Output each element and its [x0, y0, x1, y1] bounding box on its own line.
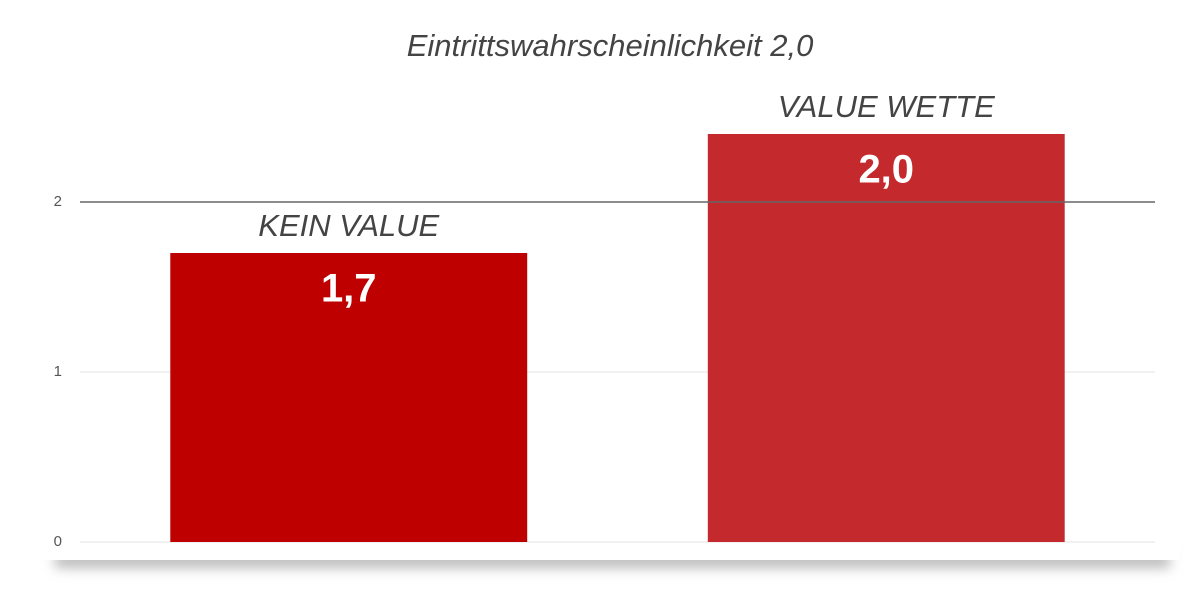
- category-label: VALUE WETTE: [778, 89, 995, 124]
- y-tick-label: 1: [54, 363, 62, 380]
- y-tick-label: 2: [54, 193, 62, 210]
- bar: [707, 134, 1065, 542]
- category-label: KEIN VALUE: [258, 208, 439, 243]
- bar: [170, 253, 528, 542]
- bar-annotation: 2,0: [858, 148, 914, 192]
- bar-annotation: 1,7: [321, 267, 377, 311]
- chart-title: Eintrittswahrscheinlichkeit 2,0: [407, 28, 814, 63]
- y-tick-label: 0: [54, 533, 62, 550]
